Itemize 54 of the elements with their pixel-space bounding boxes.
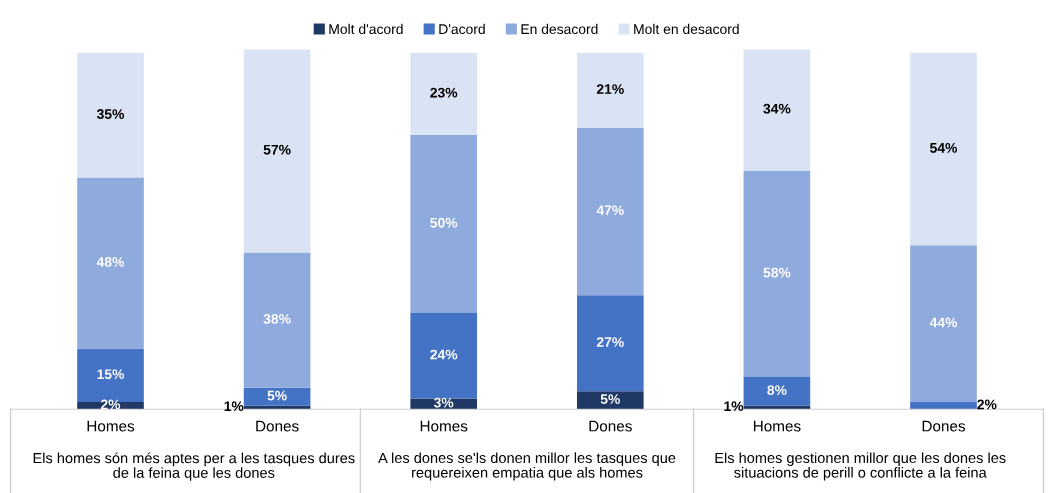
bar (743, 170, 811, 378)
data-label: 38% (263, 314, 291, 324)
bar (576, 295, 644, 392)
data-label: 1% (724, 401, 744, 412)
legend-label: D'acord (439, 23, 485, 35)
bar (576, 127, 644, 296)
bar (243, 387, 311, 406)
data-label: 57% (263, 144, 291, 155)
bar (743, 377, 811, 406)
bar (243, 49, 311, 253)
x-tick-label: Homes (87, 420, 135, 432)
data-label: 50% (430, 217, 458, 228)
data-label: 3% (433, 397, 454, 408)
data-label: 5% (600, 394, 620, 405)
bar (910, 52, 977, 246)
data-label: 23% (430, 87, 458, 98)
bar (410, 52, 478, 135)
bar (410, 312, 478, 399)
data-label: 34% (763, 103, 791, 114)
data-label: 15% (97, 369, 125, 380)
bar (77, 177, 144, 349)
data-label: 44% (929, 317, 958, 328)
bar (243, 252, 311, 388)
x-tick-label: Dones (256, 420, 299, 432)
text: Els homes són més aptes per a les tasques dures de la feina que les dones (33, 452, 355, 481)
x-tick-label: Dones (589, 420, 632, 432)
data-label: 35% (96, 109, 125, 119)
data-label: 58% (763, 267, 791, 278)
x-tick-label: Homes (420, 420, 468, 432)
bar (77, 52, 144, 178)
data-label: 8% (767, 385, 787, 396)
bar (576, 391, 644, 410)
bar (576, 52, 644, 128)
data-label: 24% (430, 349, 458, 360)
text: Els homes gestionen millor que les dones les situacions de perill o conflicte a la feina (715, 452, 1006, 481)
bar (743, 49, 811, 171)
data-label: 47% (596, 205, 624, 216)
data-label: 27% (596, 337, 624, 347)
data-label: 2% (977, 399, 997, 410)
data-label: 2% (100, 399, 121, 410)
legend-label: Molt d'acord (329, 23, 403, 35)
legend-label: En desacord (521, 23, 598, 35)
bar (910, 245, 977, 403)
legend-label: Molt en desacord (634, 23, 739, 35)
data-label: 21% (596, 84, 624, 94)
bar (910, 402, 977, 410)
x-tick-label: Homes (753, 420, 801, 432)
bar (410, 134, 478, 313)
data-label: 5% (267, 390, 287, 401)
data-label: 48% (96, 256, 125, 267)
text: A les dones se'ls donen millor les tasques que requereixen empatia que als homes (378, 452, 676, 481)
x-tick-label: Dones (922, 420, 966, 432)
data-label: 54% (930, 143, 958, 153)
data-label: 1% (224, 401, 244, 412)
